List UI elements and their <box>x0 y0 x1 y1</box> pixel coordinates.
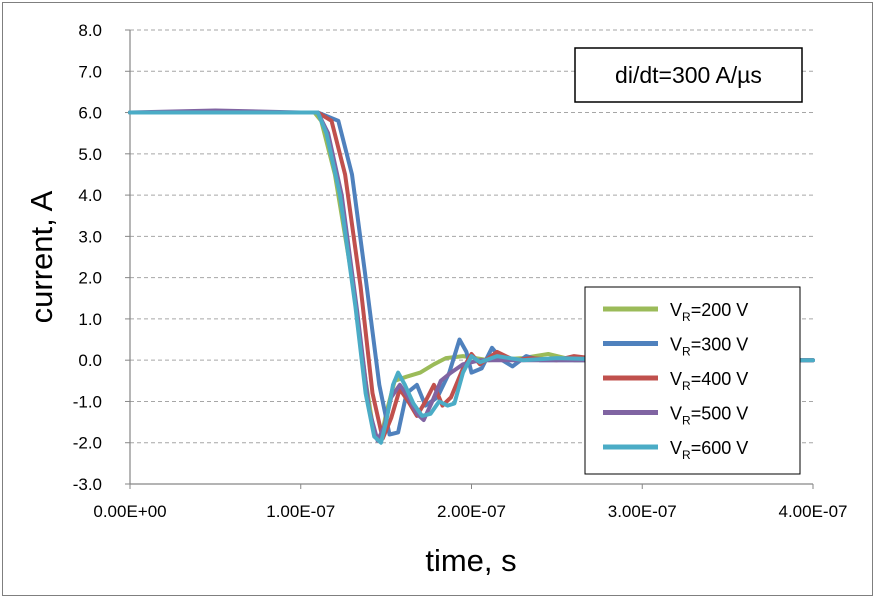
legend-label-0: VR=200 V <box>670 300 748 324</box>
series-line-4 <box>128 110 815 445</box>
axes <box>125 29 814 489</box>
y-tick-label: 3.0 <box>78 227 102 246</box>
y-tick-labels: -3.0 -2.0 -1.0 0.0 1.0 2.0 3.0 4.0 5.0 6.0 7.0 8.0 <box>73 21 102 494</box>
y-tick-label: -1.0 <box>73 392 102 411</box>
y-tick-label: 0.0 <box>78 351 102 370</box>
y-tick-label: 1.0 <box>78 310 102 329</box>
y-tick-label: 6.0 <box>78 104 102 123</box>
annotation-text: di/dt=300 A/µs <box>615 62 762 88</box>
x-tick-label: 3.00E-07 <box>608 502 677 521</box>
y-axis-title: current, A <box>24 190 59 323</box>
legend-label-1: VR=300 V <box>670 335 748 359</box>
y-tick-label: 8.0 <box>78 21 102 40</box>
x-tick-label: 4.00E-07 <box>779 502 848 521</box>
x-tick-label: 0.00E+00 <box>93 502 166 521</box>
x-tick-label: 1.00E-07 <box>266 502 335 521</box>
y-tick-label: 7.0 <box>78 62 102 81</box>
annotation-box: di/dt=300 A/µs <box>574 47 803 103</box>
y-tick-label: 2.0 <box>78 269 102 288</box>
y-tick-label: -2.0 <box>73 434 102 453</box>
y-tick-label: 4.0 <box>78 186 102 205</box>
x-tick-label: 2.00E-07 <box>437 502 506 521</box>
x-tick-labels: 0.00E+00 1.00E-07 2.00E-07 3.00E-07 4.00E-07 <box>93 502 847 521</box>
y-tick-label: -3.0 <box>73 475 102 494</box>
y-tick-label: 5.0 <box>78 145 102 164</box>
legend: VR=200 V VR=300 V VR=400 V VR=500 V VR=600 V <box>584 286 801 475</box>
legend-label-3: VR=500 V <box>670 404 748 428</box>
legend-label-2: VR=400 V <box>670 369 748 393</box>
x-axis-title: time, s <box>425 543 516 578</box>
legend-label-4: VR=600 V <box>670 438 748 462</box>
data-series <box>128 108 815 445</box>
